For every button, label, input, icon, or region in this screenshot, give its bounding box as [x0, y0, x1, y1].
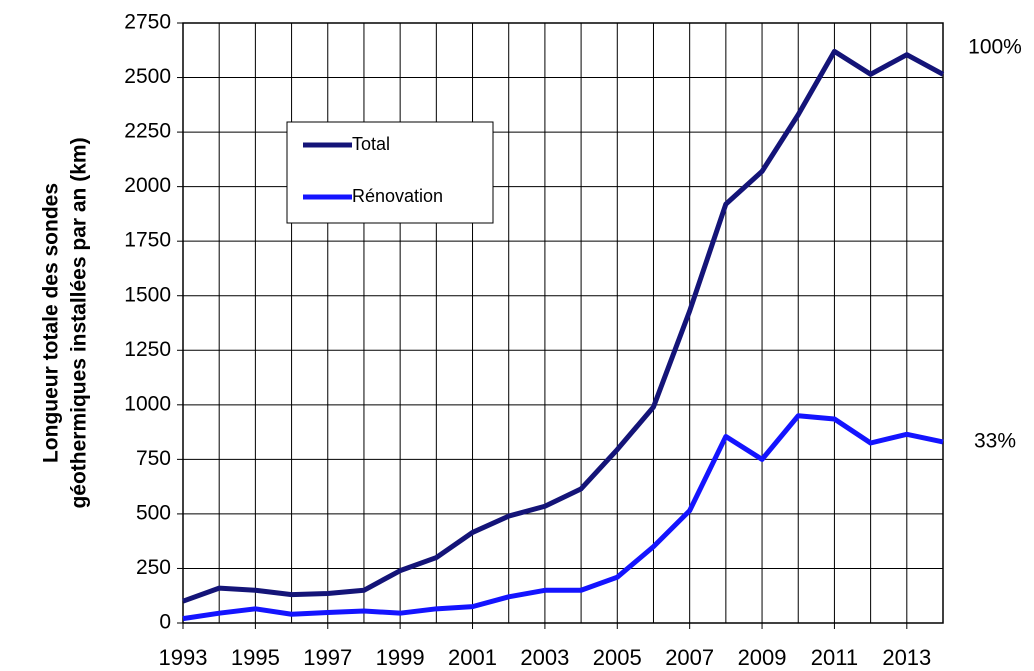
- legend: Total Rénovation: [286, 121, 494, 224]
- y-tick-label: 1000: [124, 392, 171, 415]
- x-tick-label: 2005: [593, 645, 642, 670]
- x-tick-label: 2007: [665, 645, 714, 670]
- y-tick-label: 2250: [124, 120, 171, 143]
- series-line: [182, 413, 944, 622]
- y-label-line: Longueur totale des sondes: [40, 183, 63, 463]
- x-tick-label: 2001: [448, 645, 497, 670]
- x-tick-label: 1993: [159, 645, 208, 670]
- x-tick-label: 1995: [231, 645, 280, 670]
- y-tick-label: 1750: [124, 229, 171, 252]
- annotation: 33%: [974, 430, 1016, 453]
- legend-box: [286, 121, 494, 224]
- legend-label: Rénovation: [352, 186, 443, 206]
- y-tick-label: 2500: [124, 65, 171, 88]
- y-tick-label: 0: [159, 611, 171, 634]
- y-axis-label: Longueur totale des sondes géothermiques…: [40, 137, 91, 508]
- x-tick-label: 2009: [738, 645, 787, 670]
- y-tick-label: 2750: [124, 11, 171, 34]
- series-line: [182, 48, 945, 604]
- x-tick-label: 2013: [882, 645, 931, 670]
- x-tick-label: 2011: [811, 645, 858, 670]
- y-tick-label: 1500: [124, 283, 171, 306]
- y-tick-label: 250: [136, 556, 171, 579]
- x-tick-label: 2003: [520, 645, 569, 670]
- x-tick-label: 1999: [376, 645, 425, 670]
- legend-label: Total: [352, 134, 390, 154]
- y-tick-label: 750: [136, 447, 171, 470]
- y-tick-label: 2000: [124, 174, 171, 197]
- annotation: 100%: [968, 36, 1022, 59]
- y-label-line: géothermiques installées par an (km): [68, 137, 91, 508]
- y-tick-label: 500: [136, 501, 171, 524]
- x-tick-label: 1997: [303, 645, 352, 670]
- plot-frame: [182, 22, 944, 624]
- y-tick-label: 1250: [124, 338, 171, 361]
